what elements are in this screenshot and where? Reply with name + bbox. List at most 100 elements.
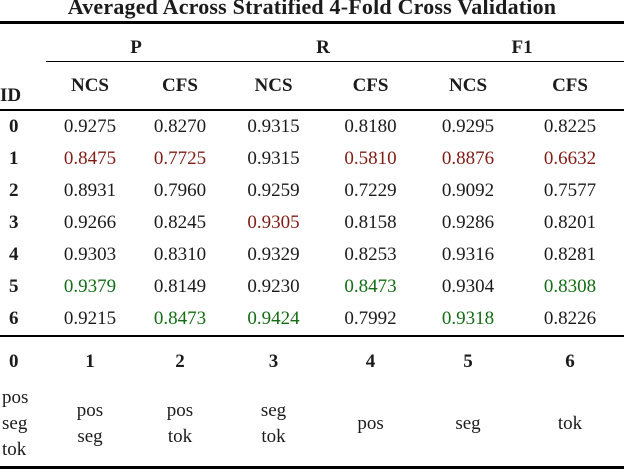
metric-value: 0.7229 bbox=[344, 180, 397, 201]
result-row: 3 0.9266 0.8245 0.9305 0.8158 0.9286 0.8201 bbox=[0, 207, 624, 239]
row-id: 3 bbox=[9, 212, 19, 233]
result-row: 4 0.9303 0.8310 0.9329 0.8253 0.9316 0.8281 bbox=[0, 239, 624, 271]
legend-feature-set: seg tok bbox=[226, 381, 322, 469]
legend-id: 4 bbox=[365, 351, 376, 372]
col-group-f1: F1 bbox=[420, 21, 624, 62]
legend-id: 6 bbox=[565, 351, 575, 372]
metric-value: 0.8225 bbox=[543, 116, 597, 137]
metric-value: 0.8226 bbox=[516, 303, 624, 337]
row-id: 6 bbox=[0, 303, 46, 337]
legend-id: 3 bbox=[268, 351, 279, 372]
legend-feature: seg bbox=[260, 399, 287, 421]
metric-value: 0.8473 bbox=[134, 303, 227, 337]
metric-group-header-row: ID P R F1 bbox=[0, 21, 624, 111]
metric-value: 0.6632 bbox=[543, 148, 597, 169]
results-table: ID P R F1 NCS CFS NCS CFS NCS CFS 0 0.927… bbox=[0, 21, 624, 469]
metric-value: 0.8310 bbox=[153, 244, 207, 265]
metric-value: 0.9215 bbox=[46, 303, 134, 337]
col-header-ncs: NCS bbox=[420, 61, 517, 111]
legend-section: 0 1 2 3 4 5 6 pos seg tok pos seg pos tok seg tok pos seg… bbox=[0, 336, 624, 469]
metric-value: 0.5810 bbox=[344, 148, 397, 169]
legend-feature-row: pos seg tok pos seg pos tok seg tok pos seg tok bbox=[0, 381, 624, 469]
metric-value: 0.8473 bbox=[344, 276, 397, 297]
metric-value: 0.8158 bbox=[344, 212, 397, 233]
legend-feature-set: tok bbox=[516, 381, 624, 469]
metric-value: 0.9259 bbox=[247, 180, 300, 201]
metric-value: 0.9286 bbox=[441, 212, 495, 233]
legend-feature: tok bbox=[167, 425, 193, 447]
metric-value: 0.8475 bbox=[63, 148, 117, 169]
metric-value: 0.9424 bbox=[226, 303, 322, 337]
metric-value: 0.9305 bbox=[247, 212, 300, 233]
row-id: 5 bbox=[9, 276, 19, 297]
legend-feature: pos bbox=[357, 412, 384, 434]
metric-value: 0.9315 bbox=[247, 116, 300, 137]
metric-value: 0.8876 bbox=[441, 148, 495, 169]
legend-feature-set: pos seg bbox=[46, 381, 134, 469]
metric-value: 0.9379 bbox=[63, 276, 117, 297]
metric-value: 0.8308 bbox=[543, 276, 597, 297]
legend-feature: seg bbox=[77, 425, 103, 447]
metric-value: 0.9295 bbox=[441, 116, 495, 137]
result-row: 2 0.8931 0.7960 0.9259 0.7229 0.9092 0.7577 bbox=[0, 175, 624, 207]
results-table-header: ID P R F1 NCS CFS NCS CFS NCS CFS bbox=[0, 21, 624, 111]
legend-feature: tok bbox=[2, 438, 27, 460]
metric-value: 0.7577 bbox=[543, 180, 597, 201]
legend-feature-set: pos bbox=[321, 381, 421, 469]
metric-value: 0.7725 bbox=[153, 148, 207, 169]
metric-value: 0.7960 bbox=[153, 180, 207, 201]
metric-value: 0.9266 bbox=[63, 212, 117, 233]
metric-value: 0.9304 bbox=[441, 276, 495, 297]
metric-value: 0.8253 bbox=[344, 244, 397, 265]
method-subheader-row: NCS CFS NCS CFS NCS CFS bbox=[0, 61, 624, 111]
metric-value: 0.8245 bbox=[153, 212, 207, 233]
legend-feature: tok bbox=[557, 412, 583, 434]
metric-value: 0.8931 bbox=[63, 180, 117, 201]
legend-feature: pos bbox=[2, 386, 29, 408]
col-header-ncs: NCS bbox=[226, 61, 322, 111]
metric-value: 0.9329 bbox=[247, 244, 300, 265]
metric-value: 0.8281 bbox=[543, 244, 597, 265]
metric-value: 0.8201 bbox=[543, 212, 597, 233]
col-group-recall: R bbox=[226, 21, 421, 62]
table-caption-text: Averaged Across Stratified 4-Fold Cross … bbox=[67, 0, 557, 19]
legend-id: 5 bbox=[463, 351, 473, 372]
results-table-body: 0 0.9275 0.8270 0.9315 0.8180 0.9295 0.8225 1 0.… bbox=[0, 110, 624, 337]
legend-id-row: 0 1 2 3 4 5 6 bbox=[0, 336, 624, 381]
col-header-cfs: CFS bbox=[516, 61, 624, 111]
row-id: 1 bbox=[9, 148, 19, 169]
legend-feature-set: pos seg tok bbox=[0, 381, 46, 469]
col-header-cfs: CFS bbox=[134, 61, 227, 111]
metric-value: 0.8180 bbox=[344, 116, 397, 137]
metric-value: 0.8270 bbox=[153, 116, 207, 137]
col-header-ncs: NCS bbox=[46, 61, 134, 111]
row-id: 0 bbox=[9, 116, 19, 137]
legend-id: 2 bbox=[175, 351, 185, 372]
metric-value: 0.9303 bbox=[63, 244, 117, 265]
result-row: 5 0.9379 0.8149 0.9230 0.8473 0.9304 0.8308 bbox=[0, 271, 624, 303]
metric-value: 0.7992 bbox=[321, 303, 421, 337]
metric-value: 0.9092 bbox=[441, 180, 495, 201]
col-header-cfs: CFS bbox=[321, 61, 421, 111]
table-caption: Averaged Across Stratified 4-Fold Cross … bbox=[0, 0, 624, 21]
metric-value: 0.9275 bbox=[63, 116, 117, 137]
result-row: 6 0.9215 0.8473 0.9424 0.7992 0.9318 0.8226 bbox=[0, 303, 624, 337]
row-id: 4 bbox=[9, 244, 19, 265]
col-group-precision: P bbox=[46, 21, 227, 62]
legend-feature-set: pos tok bbox=[134, 381, 227, 469]
legend-feature-set: seg bbox=[420, 381, 517, 469]
legend-feature: seg bbox=[455, 412, 481, 434]
metric-value: 0.9315 bbox=[247, 148, 300, 169]
metric-value: 0.9230 bbox=[247, 276, 300, 297]
metric-value: 0.9316 bbox=[441, 244, 495, 265]
row-id: 2 bbox=[9, 180, 19, 201]
result-row: 1 0.8475 0.7725 0.9315 0.5810 0.8876 0.6632 bbox=[0, 143, 624, 175]
legend-feature: pos bbox=[76, 399, 104, 421]
metric-value: 0.8149 bbox=[153, 276, 207, 297]
legend-feature: pos bbox=[166, 399, 194, 421]
legend-feature: tok bbox=[261, 425, 286, 447]
legend-feature: seg bbox=[2, 412, 28, 434]
metric-value: 0.9318 bbox=[420, 303, 517, 337]
col-header-id: ID bbox=[0, 21, 46, 111]
